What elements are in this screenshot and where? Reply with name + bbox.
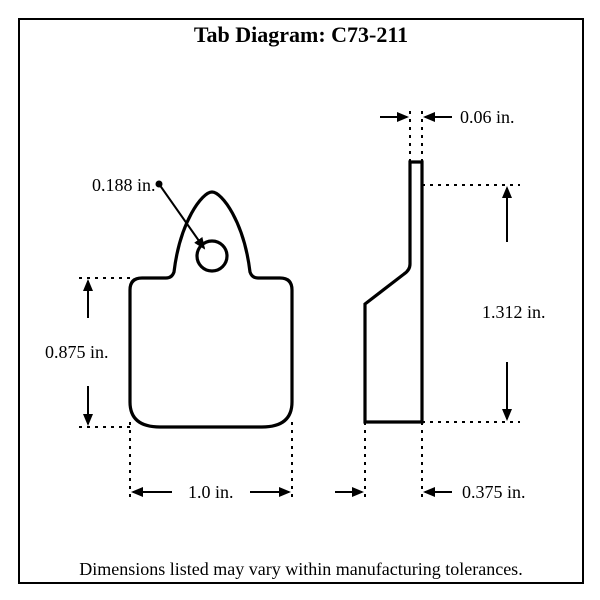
dim-height-left: 0.875 in. [45,342,109,363]
dim-base-depth: 0.375 in. [462,482,526,503]
front-view-outline [130,192,292,427]
dim-width-bottom: 1.0 in. [188,482,234,503]
outer-frame: Tab Diagram: C73-211 [18,18,584,584]
hole-leader-dot [156,181,163,188]
dim-height-right: 1.312 in. [482,302,546,323]
dim-hole-dia: 0.188 in. [92,175,156,196]
side-view-outline [365,162,422,422]
footnote-text: Dimensions listed may vary within manufa… [20,559,582,580]
dim-thickness-top: 0.06 in. [460,107,515,128]
diagram-container: Tab Diagram: C73-211 [0,0,600,600]
